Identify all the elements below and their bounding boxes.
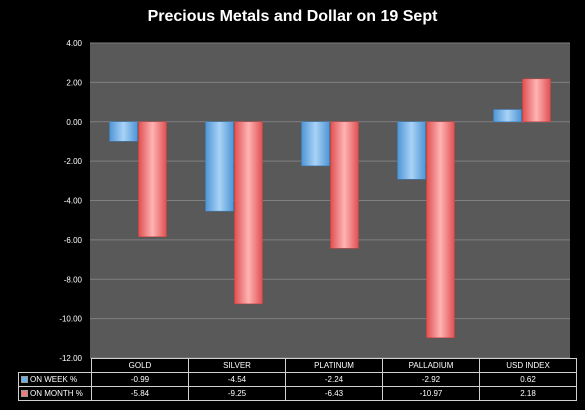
- bar-week-palladium: [397, 121, 426, 180]
- bar-month-usd-index: [522, 78, 551, 123]
- chart-title: Precious Metals and Dollar on 19 Sept: [147, 8, 438, 25]
- category-label: SILVER: [188, 358, 286, 373]
- table-row-week: ON WEEK % -0.99 -4.54 -2.24 -2.92 0.62: [18, 372, 577, 387]
- data-label: -5.84: [91, 386, 189, 401]
- y-tick-label: -4.00: [64, 197, 83, 206]
- category-label: PALLADIUM: [382, 358, 480, 373]
- bar-week-usd-index: [493, 109, 522, 122]
- bar-week-silver: [205, 121, 234, 212]
- data-label: -9.25: [188, 386, 286, 401]
- data-label: -6.43: [285, 386, 383, 401]
- table-row-month: ON MONTH % -5.84 -9.25 -6.43 -10.97 2.18: [18, 386, 577, 401]
- category-label: USD INDEX: [479, 358, 577, 373]
- data-label: -2.92: [382, 372, 480, 387]
- data-label: -4.54: [188, 372, 286, 387]
- data-label: 0.62: [479, 372, 577, 387]
- legend-swatch-red: [21, 390, 28, 398]
- data-table: GOLD SILVER PLATINUM PALLADIUM USD INDEX…: [18, 358, 577, 401]
- data-label: 2.18: [479, 386, 577, 401]
- data-label: -2.24: [285, 372, 383, 387]
- y-tick-label: 4.00: [66, 39, 82, 48]
- bar-month-silver: [234, 121, 263, 305]
- bar-week-gold: [109, 121, 138, 142]
- category-label: GOLD: [91, 358, 189, 373]
- bar-month-platinum: [330, 121, 359, 249]
- y-tick-label: -2.00: [64, 157, 83, 166]
- y-tick-label: 0.00: [66, 118, 82, 127]
- bar-week-platinum: [301, 121, 330, 167]
- legend-label: ON WEEK %: [30, 375, 78, 384]
- data-label: -10.97: [382, 386, 480, 401]
- table-header-row: GOLD SILVER PLATINUM PALLADIUM USD INDEX: [19, 358, 577, 373]
- y-tick-label: -6.00: [64, 236, 83, 245]
- legend-entry-month: ON MONTH %: [18, 386, 92, 401]
- table-corner: [19, 359, 92, 373]
- legend-entry-week: ON WEEK %: [18, 372, 92, 387]
- data-label: -0.99: [91, 372, 189, 387]
- legend-swatch-blue: [21, 376, 28, 384]
- y-tick-labels: 4.00 2.00 0.00 -2.00 -4.00 -6.00 -8.00 -10.00 -1…: [59, 39, 82, 363]
- y-tick-label: -12.00: [59, 354, 82, 363]
- y-tick-label: -8.00: [64, 275, 83, 284]
- bars: [109, 78, 551, 338]
- category-label: PLATINUM: [285, 358, 383, 373]
- bar-month-palladium: [426, 121, 455, 338]
- y-tick-label: 2.00: [66, 78, 82, 87]
- y-tick-label: -10.00: [59, 315, 82, 324]
- bar-month-gold: [138, 121, 167, 237]
- legend-label: ON MONTH %: [30, 389, 83, 398]
